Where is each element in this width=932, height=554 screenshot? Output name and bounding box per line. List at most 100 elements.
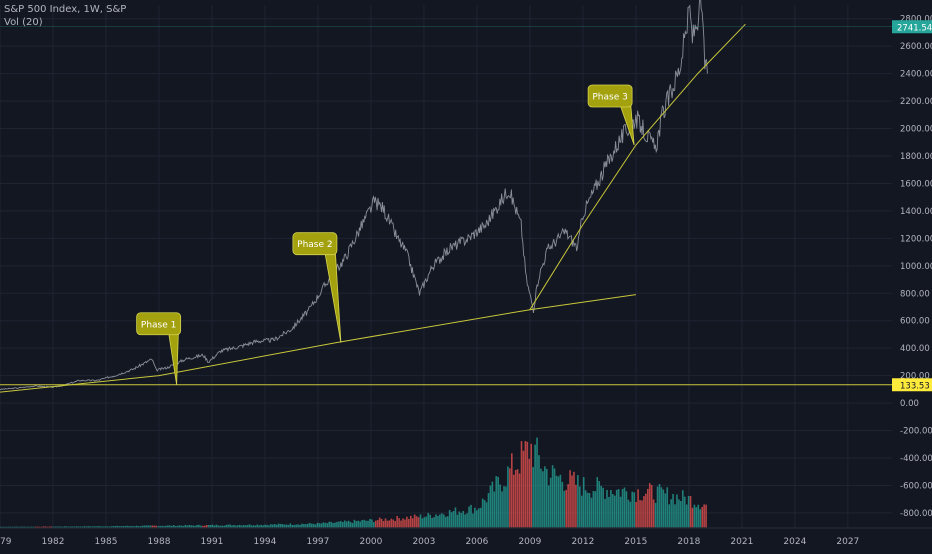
volume-bar: [11, 526, 14, 528]
volume-bar: [547, 485, 550, 528]
volume-bar: [454, 507, 457, 528]
volume-bar: [48, 526, 51, 528]
volume-bar: [573, 471, 575, 528]
volume-bar: [406, 516, 408, 528]
volume-bar: [217, 525, 220, 528]
callouts[interactable]: Phase 1 Phase 2 Phase 3: [136, 84, 635, 385]
volume-bar: [155, 525, 158, 528]
callout-phase-2[interactable]: Phase 2: [292, 232, 342, 343]
volume-bar: [561, 481, 564, 528]
volume-bar: [252, 525, 255, 528]
callout-label: Phase 1: [141, 320, 176, 330]
volume-bar: [205, 524, 208, 528]
volume-bar: [182, 525, 185, 528]
callout-box[interactable]: [292, 232, 338, 256]
volume-bar: [130, 526, 132, 528]
volume-bar: [54, 526, 57, 528]
volume-bar: [266, 524, 268, 528]
volume-bar: [442, 514, 445, 528]
volume-bar: [145, 525, 148, 528]
volume-bar: [703, 504, 705, 528]
volume-bar: [390, 518, 393, 528]
volume-bar: [17, 526, 20, 528]
volume-bar: [305, 524, 307, 528]
volume-bar: [433, 517, 435, 528]
volume-bar: [293, 524, 295, 528]
volume-bar: [31, 526, 33, 528]
volume-bar: [545, 469, 548, 528]
volume-bar: [287, 524, 290, 528]
callout-phase-3[interactable]: Phase 3: [587, 84, 635, 146]
volume-bar: [268, 525, 270, 528]
y-tick-label: 2000.00: [900, 125, 932, 135]
volume-indicator-label[interactable]: Vol (20): [4, 17, 43, 28]
volume-bar: [411, 518, 414, 528]
volume-bar: [1, 526, 4, 528]
volume-bar: [464, 514, 466, 528]
volume-bar: [536, 437, 538, 528]
y-tick-label: -800.00: [900, 509, 932, 519]
volume-bar: [345, 521, 348, 528]
volume-bar: [596, 477, 599, 528]
volume-bar: [303, 524, 305, 528]
x-tick-label: 1991: [201, 537, 224, 547]
volume-bar: [291, 524, 294, 528]
volume-bar: [409, 515, 412, 528]
volume-bar: [456, 514, 459, 528]
volume-bar: [270, 524, 272, 528]
volume-bar: [223, 525, 226, 528]
volume-bar: [439, 514, 441, 528]
volume-bar: [77, 526, 80, 528]
volume-bar: [108, 526, 111, 528]
volume-bar: [157, 526, 159, 528]
volume-bar: [493, 491, 496, 528]
volume-bar: [180, 525, 183, 528]
callout-box[interactable]: [136, 312, 182, 336]
volume-bar: [134, 526, 136, 528]
volume-bar: [477, 508, 480, 528]
callout-label: Phase 2: [297, 240, 332, 250]
volume-bar: [479, 507, 482, 528]
trendlines[interactable]: [0, 23, 892, 393]
volume-bar: [285, 524, 288, 528]
volume-bar: [258, 525, 261, 528]
volume-bar: [235, 525, 237, 528]
volume-bar: [691, 507, 694, 528]
volume-bar: [114, 526, 117, 528]
volume-bar: [349, 521, 352, 528]
volume-bar: [487, 493, 490, 528]
volume-bar: [318, 523, 321, 528]
volume-bar: [563, 490, 566, 528]
callout-box[interactable]: [587, 84, 633, 108]
trendline-phase-2[interactable]: [0, 294, 636, 393]
y-tick-label: 1400.00: [900, 207, 932, 217]
y-tick-label: -600.00: [900, 481, 932, 491]
level-label: 133.53: [900, 381, 930, 391]
volume-bar: [336, 521, 338, 528]
volume-bar: [441, 513, 443, 528]
volume-bar: [106, 526, 109, 528]
volume-bar: [262, 525, 264, 528]
price-series: [0, 0, 708, 391]
volume-bar: [213, 525, 216, 528]
callout-phase-1[interactable]: Phase 1: [136, 312, 182, 385]
volume-bar: [233, 524, 235, 528]
volume-bar: [369, 518, 371, 528]
volume-bar: [281, 524, 284, 528]
volume-bar: [415, 516, 418, 528]
volume-bar: [283, 524, 286, 528]
trendline-phase-3[interactable]: [529, 23, 746, 310]
volume-bar: [137, 526, 140, 528]
x-tick-label: 2003: [412, 537, 435, 547]
volume-bar: [516, 469, 519, 528]
volume-bar: [476, 510, 478, 528]
volume-bar: [174, 526, 177, 528]
symbol-title[interactable]: S&P 500 Index, 1W, S&P: [4, 4, 127, 15]
volume-bar: [466, 513, 468, 528]
volume-bar: [240, 525, 243, 528]
volume-bar: [660, 487, 663, 528]
volume-bar: [139, 526, 142, 528]
